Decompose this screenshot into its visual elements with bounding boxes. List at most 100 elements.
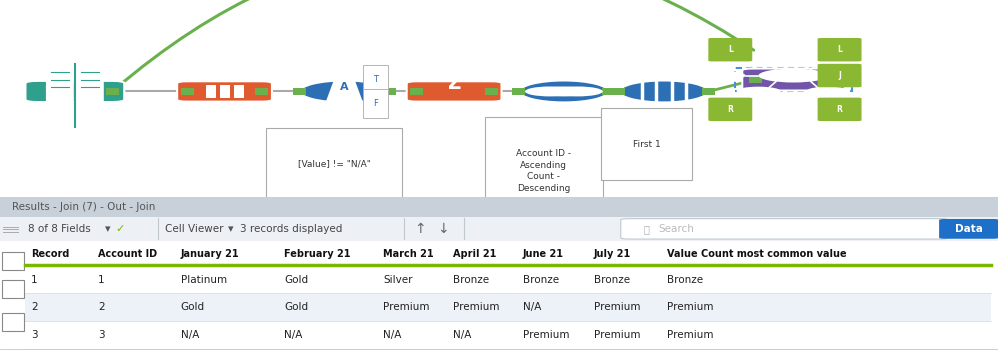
Text: 2: 2 [31, 302, 38, 312]
FancyBboxPatch shape [46, 63, 74, 128]
FancyBboxPatch shape [407, 81, 502, 102]
Text: J: J [838, 71, 841, 80]
Text: 🔍: 🔍 [644, 224, 650, 234]
Text: Bronze: Bronze [594, 274, 630, 285]
Text: Premium: Premium [383, 302, 430, 312]
Text: Bronze: Bronze [667, 274, 703, 285]
Text: June 21: June 21 [523, 249, 564, 259]
FancyBboxPatch shape [234, 105, 244, 118]
FancyBboxPatch shape [25, 81, 124, 102]
Text: Premium: Premium [667, 330, 714, 340]
Text: 3: 3 [31, 330, 38, 340]
Text: Search: Search [659, 224, 695, 234]
FancyBboxPatch shape [743, 69, 844, 91]
Circle shape [553, 87, 603, 97]
Text: Gold: Gold [284, 302, 308, 312]
FancyBboxPatch shape [220, 66, 230, 78]
FancyBboxPatch shape [220, 86, 230, 98]
Text: L: L [728, 45, 733, 54]
Circle shape [806, 87, 850, 95]
Text: Premium: Premium [453, 302, 500, 312]
FancyBboxPatch shape [709, 38, 752, 61]
Text: ✓: ✓ [116, 224, 125, 234]
FancyBboxPatch shape [939, 219, 998, 239]
Ellipse shape [519, 80, 609, 103]
FancyBboxPatch shape [382, 88, 395, 95]
FancyBboxPatch shape [293, 88, 305, 95]
FancyBboxPatch shape [749, 76, 762, 83]
Text: Platinum: Platinum [181, 274, 227, 285]
FancyBboxPatch shape [602, 88, 615, 95]
Text: T: T [373, 75, 378, 84]
Ellipse shape [619, 80, 709, 103]
Text: L: L [837, 45, 842, 54]
Text: R: R [836, 105, 842, 114]
Text: First 1: First 1 [633, 140, 661, 149]
Text: January 21: January 21 [181, 249, 240, 259]
Text: A: A [340, 82, 348, 92]
FancyBboxPatch shape [410, 88, 423, 95]
Text: April 21: April 21 [453, 249, 496, 259]
Text: Silver: Silver [383, 274, 413, 285]
Text: ▾: ▾ [228, 224, 234, 234]
FancyBboxPatch shape [485, 88, 498, 95]
Text: Results - Join (7) - Out - Join: Results - Join (7) - Out - Join [12, 202, 156, 212]
Text: Bronze: Bronze [453, 274, 489, 285]
Text: R: R [728, 105, 734, 114]
Circle shape [702, 71, 746, 80]
Circle shape [841, 71, 885, 80]
FancyBboxPatch shape [817, 64, 861, 87]
FancyBboxPatch shape [709, 98, 752, 121]
Text: N/A: N/A [181, 330, 199, 340]
Text: ↑: ↑ [414, 222, 426, 236]
Text: 8 of 8 Fields: 8 of 8 Fields [28, 224, 91, 234]
FancyBboxPatch shape [206, 105, 216, 118]
Text: Record: Record [31, 249, 69, 259]
Text: Data: Data [955, 224, 983, 234]
Text: Account ID: Account ID [98, 249, 157, 259]
Text: 1: 1 [98, 274, 105, 285]
Text: Gold: Gold [181, 302, 205, 312]
Text: February 21: February 21 [284, 249, 351, 259]
Text: 📖: 📖 [70, 82, 80, 100]
Text: 2: 2 [98, 302, 105, 312]
FancyBboxPatch shape [703, 88, 715, 95]
Text: July 21: July 21 [594, 249, 631, 259]
Text: Account ID -
Ascending
Count -
Descending: Account ID - Ascending Count - Descendin… [516, 149, 572, 193]
Circle shape [737, 56, 780, 64]
FancyBboxPatch shape [220, 105, 230, 118]
FancyBboxPatch shape [76, 63, 104, 128]
Text: Gold: Gold [284, 274, 308, 285]
FancyBboxPatch shape [25, 293, 991, 321]
Text: F: F [373, 99, 378, 108]
FancyBboxPatch shape [255, 88, 268, 95]
Text: ▾: ▾ [105, 224, 111, 234]
Text: ↓: ↓ [437, 222, 449, 236]
Text: Premium: Premium [594, 302, 641, 312]
Ellipse shape [299, 80, 389, 103]
Text: Value Count most common value: Value Count most common value [667, 249, 846, 259]
Circle shape [758, 69, 828, 82]
Text: N/A: N/A [523, 302, 541, 312]
Text: Premium: Premium [667, 302, 714, 312]
FancyBboxPatch shape [513, 88, 525, 95]
Text: N/A: N/A [383, 330, 401, 340]
FancyBboxPatch shape [25, 266, 991, 293]
FancyBboxPatch shape [612, 88, 625, 95]
Text: Cell Viewer: Cell Viewer [165, 224, 224, 234]
Text: 3: 3 [98, 330, 105, 340]
Text: [Value] != "N/A": [Value] != "N/A" [297, 159, 371, 169]
FancyBboxPatch shape [106, 88, 119, 95]
FancyBboxPatch shape [234, 66, 244, 78]
FancyBboxPatch shape [206, 66, 216, 78]
Polygon shape [319, 52, 369, 119]
FancyBboxPatch shape [177, 81, 271, 102]
FancyBboxPatch shape [206, 86, 216, 98]
Text: 3 records displayed: 3 records displayed [240, 224, 342, 234]
FancyBboxPatch shape [25, 243, 991, 266]
Text: Premium: Premium [523, 330, 570, 340]
Text: Premium: Premium [594, 330, 641, 340]
FancyBboxPatch shape [25, 321, 991, 349]
Text: March 21: March 21 [383, 249, 434, 259]
Circle shape [539, 87, 589, 97]
